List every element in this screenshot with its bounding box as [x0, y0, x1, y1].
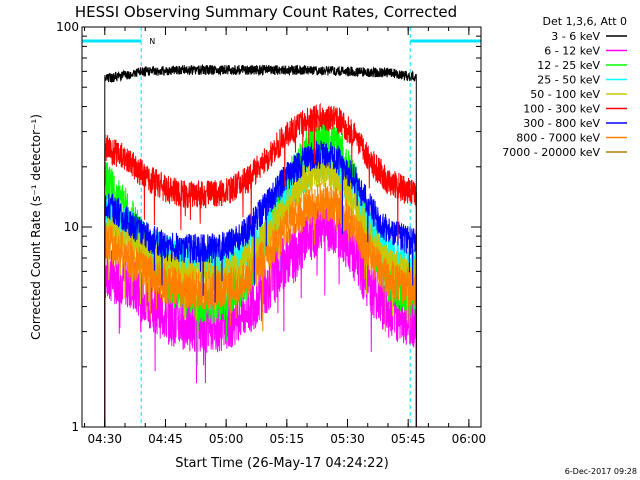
x-tick-label: 05:15: [270, 432, 305, 446]
legend-label: 7000 - 20000 keV: [502, 146, 600, 159]
chart-title: HESSI Observing Summary Count Rates, Cor…: [75, 3, 457, 21]
plot-area: N: [82, 27, 481, 427]
series-line: [104, 140, 417, 427]
legend-label: 6 - 12 keV: [544, 45, 600, 58]
y-tick-label: 100: [56, 20, 79, 34]
x-tick-label: 06:00: [452, 432, 487, 446]
x-tick-label: 05:00: [209, 432, 244, 446]
axes: 04:30 04:45 05:00 05:15 05:30 05:45 06:00 1 10 10…: [56, 20, 486, 446]
night-flag: N: [149, 37, 155, 46]
x-tick-label: 05:30: [330, 432, 365, 446]
y-axis-label: Corrected Count Rate (s⁻¹ detector⁻¹): [29, 114, 43, 340]
y-tick-label: 10: [64, 220, 79, 234]
series-line: [104, 63, 417, 427]
legend-label: 25 - 50 keV: [537, 74, 600, 87]
legend-label: 3 - 6 keV: [551, 30, 600, 43]
y-tick-label: 1: [71, 420, 79, 434]
legend-label: 12 - 25 keV: [537, 59, 600, 72]
x-tick-label: 04:45: [148, 432, 183, 446]
legend-label: 100 - 300 keV: [523, 103, 600, 116]
x-axis-label: Start Time (26-May-17 04:24:22): [175, 456, 389, 471]
series-line: [104, 182, 417, 427]
series-line: [104, 102, 417, 427]
series-line: [104, 198, 417, 427]
legend-label: 800 - 7000 keV: [516, 132, 600, 145]
x-tick-label: 05:45: [391, 432, 426, 446]
x-tick-label: 04:30: [87, 432, 122, 446]
legend-header: Det 1,3,6, Att 0: [543, 15, 627, 28]
legend-label: 50 - 100 keV: [530, 88, 600, 101]
legend-label: 300 - 800 keV: [523, 117, 600, 130]
footer-date: 6-Dec-2017 09:28: [565, 467, 637, 476]
